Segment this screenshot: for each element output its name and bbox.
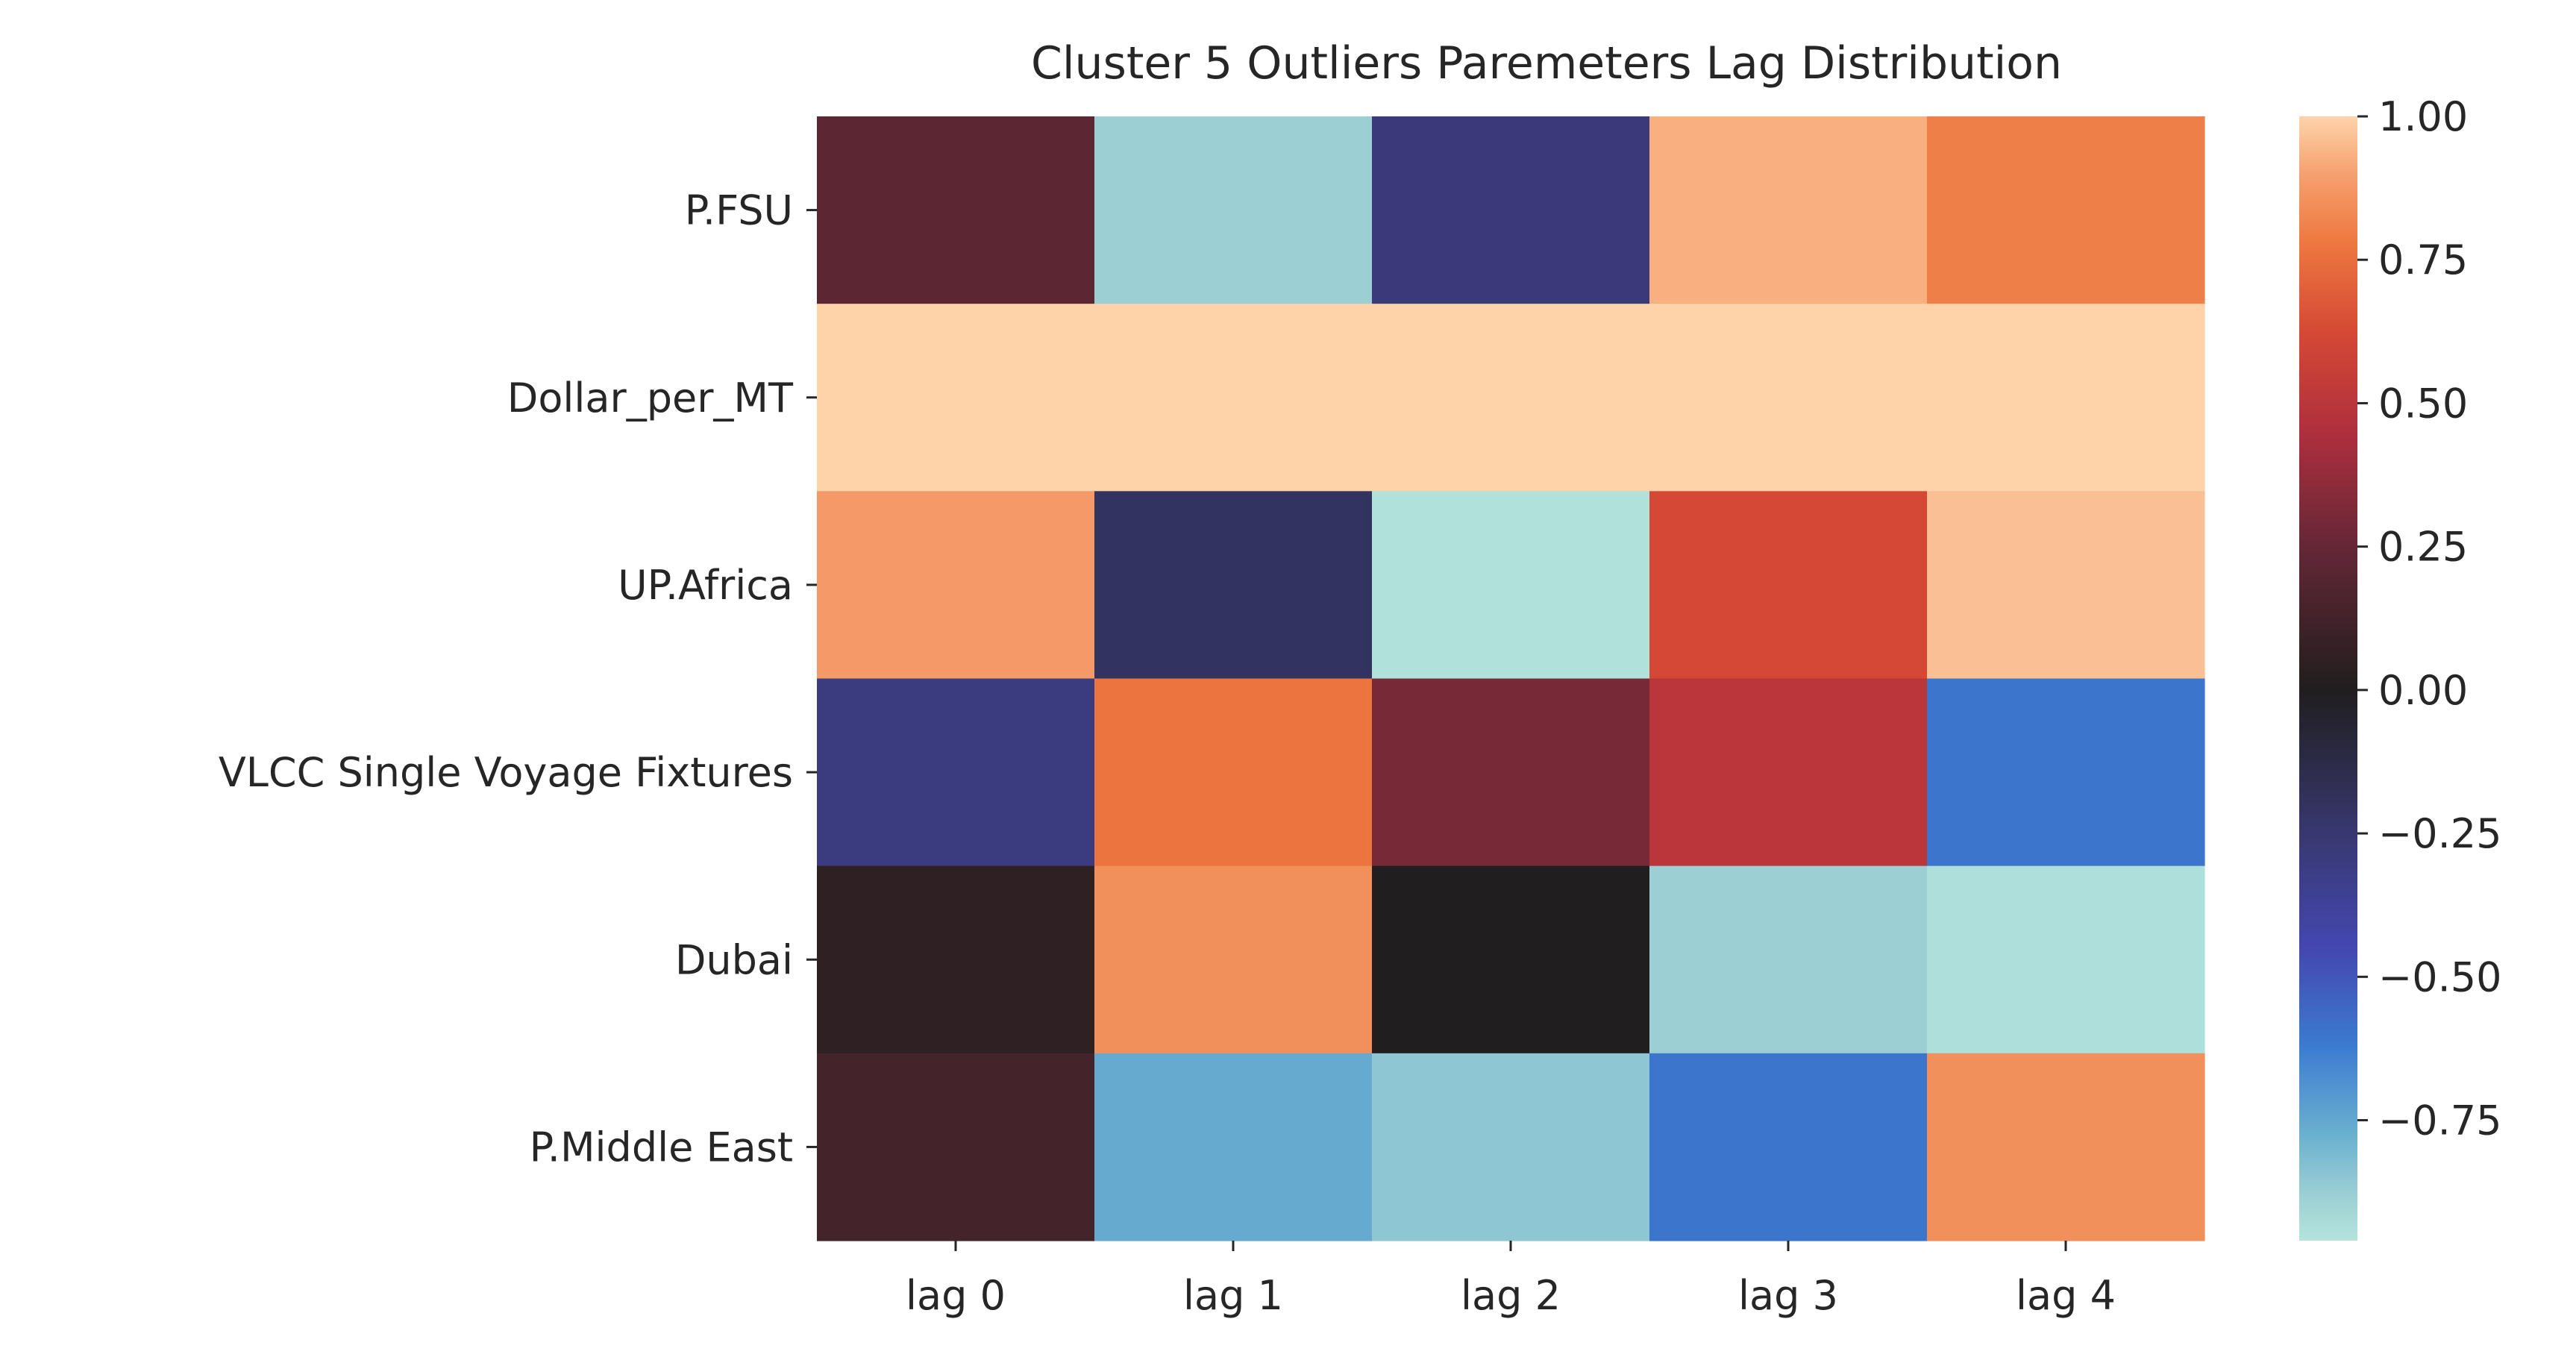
heatmap-cell — [1649, 678, 1928, 867]
x-tick-label: lag 1 — [1183, 1272, 1283, 1319]
heatmap-cell — [1927, 678, 2205, 867]
heatmap-cell — [1372, 865, 1650, 1054]
heatmap-cell — [1372, 116, 1650, 304]
colorbar-tick-label: 0.00 — [2378, 667, 2468, 714]
colorbar-gradient — [2299, 116, 2357, 1241]
x-tick-label: lag 0 — [906, 1272, 1006, 1319]
heatmap-cell — [1649, 1053, 1928, 1241]
heatmap-cell — [1372, 1053, 1650, 1241]
heatmap-cell — [1927, 304, 2205, 492]
heatmap-cell — [817, 1053, 1095, 1241]
heatmap-cell — [1927, 865, 2205, 1054]
heatmap-cell — [1649, 304, 1928, 492]
colorbar-tick-label: −0.50 — [2378, 953, 2501, 1000]
colorbar-tick-label: 1.00 — [2378, 93, 2468, 140]
y-tick-label: Dollar_per_MT — [507, 375, 794, 422]
y-tick-label: P.Middle East — [530, 1124, 793, 1171]
heatmap-cell — [1649, 116, 1928, 304]
heatmap-cell — [1094, 491, 1373, 680]
y-tick-label: Dubai — [675, 936, 793, 983]
y-axis: P.FSU Dollar_per_MT UP.Africa VLCC Single V… — [219, 187, 817, 1171]
colorbar: 1.00 0.75 0.50 0.25 0.00 −0.25 −0.50 −0.75 — [2299, 93, 2501, 1241]
x-tick-label: lag 3 — [1738, 1272, 1838, 1319]
heatmap-cell — [1372, 491, 1650, 680]
heatmap-cell — [1094, 1053, 1373, 1241]
colorbar-tick-label: −0.75 — [2378, 1097, 2501, 1144]
heatmap-cell — [1649, 491, 1928, 680]
heatmap-cell — [1372, 678, 1650, 867]
heatmap-cell — [817, 491, 1095, 680]
x-tick-label: lag 4 — [2016, 1272, 2116, 1319]
colorbar-tick-label: 0.50 — [2378, 380, 2468, 427]
heatmap-cell — [1649, 865, 1928, 1054]
heatmap-cell — [817, 865, 1095, 1054]
heatmap-cell — [1927, 1053, 2205, 1241]
y-tick-label: UP.Africa — [618, 562, 793, 609]
heatmap-cell — [1094, 678, 1373, 867]
heatmap-cell — [817, 116, 1095, 304]
heatmap-cell — [817, 304, 1095, 492]
colorbar-tick-label: −0.25 — [2378, 810, 2501, 857]
heatmap-cell — [1927, 116, 2205, 304]
heatmap-cell — [1927, 491, 2205, 680]
heatmap-cell — [1094, 116, 1373, 304]
y-tick-label: VLCC Single Voyage Fixtures — [219, 749, 793, 796]
heatmap-cell — [1372, 304, 1650, 492]
x-axis: lag 0 lag 1 lag 2 lag 3 lag 4 — [906, 1241, 2116, 1319]
heatmap-cell — [1094, 865, 1373, 1054]
heatmap-cell — [817, 678, 1095, 867]
chart-title: Cluster 5 Outliers Paremeters Lag Distri… — [1031, 37, 2062, 90]
heatmap-cells — [817, 116, 2205, 1241]
heatmap-cell — [1094, 304, 1373, 492]
x-tick-label: lag 2 — [1461, 1272, 1561, 1319]
colorbar-tick-label: 0.75 — [2378, 236, 2468, 283]
y-tick-label: P.FSU — [685, 187, 793, 234]
colorbar-tick-label: 0.25 — [2378, 524, 2468, 571]
